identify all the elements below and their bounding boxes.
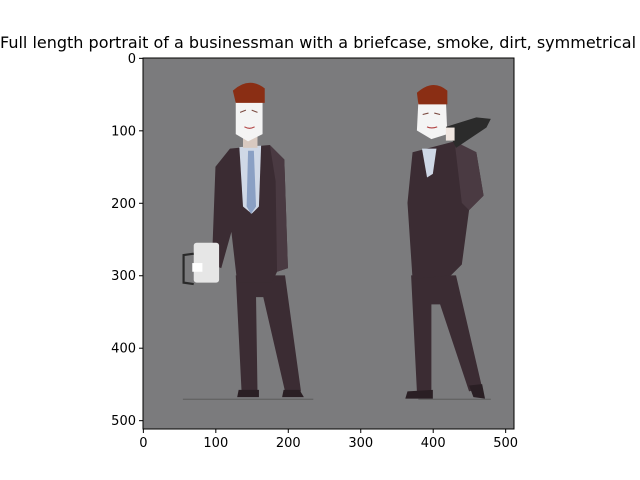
image-area bbox=[143, 58, 514, 429]
x-axis: 0 100 200 300 400 500 bbox=[139, 429, 518, 451]
right-man-legs bbox=[411, 275, 483, 392]
right-man-arm bbox=[454, 141, 484, 211]
right-man-shoe-2 bbox=[469, 384, 486, 399]
left-man-shoe-1 bbox=[237, 389, 259, 398]
right-man-eyes bbox=[422, 112, 441, 116]
left-man-jacket bbox=[211, 144, 288, 283]
businessman-with-briefcase bbox=[182, 82, 304, 398]
x-tick-label: 400 bbox=[421, 436, 446, 451]
y-tick-label: 500 bbox=[111, 414, 136, 429]
phone bbox=[445, 117, 491, 148]
y-tick-label: 0 bbox=[128, 52, 136, 67]
y-tick-label: 200 bbox=[111, 197, 136, 212]
right-man-shirt bbox=[421, 148, 437, 178]
right-man-face bbox=[416, 100, 448, 140]
right-man-shoe-1 bbox=[405, 389, 433, 399]
businessman-on-phone bbox=[405, 84, 491, 399]
right-man-hair bbox=[416, 84, 448, 105]
left-man-face bbox=[235, 100, 263, 142]
y-tick-label: 300 bbox=[111, 269, 136, 284]
left-man-jacket-shade bbox=[269, 144, 288, 272]
left-man-tie bbox=[246, 150, 257, 214]
left-man-hair bbox=[232, 82, 265, 103]
left-man-legs bbox=[235, 275, 301, 392]
x-tick-label: 0 bbox=[139, 436, 147, 451]
x-tick-label: 200 bbox=[276, 436, 301, 451]
chart-title: Full length portrait of a businessman wi… bbox=[0, 33, 640, 52]
x-tick-label: 300 bbox=[348, 436, 373, 451]
left-man-shoe-2 bbox=[282, 389, 304, 398]
briefcase-hand bbox=[192, 263, 203, 272]
right-man-hand bbox=[445, 127, 455, 141]
x-tick-label: 500 bbox=[493, 436, 518, 451]
y-axis: 0 100 200 300 400 500 bbox=[111, 52, 143, 429]
left-man-mouth bbox=[244, 126, 255, 129]
briefcase bbox=[193, 242, 220, 283]
axes-frame bbox=[142, 57, 515, 430]
briefcase-handle bbox=[182, 252, 194, 286]
image-content bbox=[182, 82, 491, 401]
y-tick-label: 100 bbox=[111, 124, 136, 139]
x-tick-label: 100 bbox=[203, 436, 228, 451]
right-man-mouth bbox=[426, 126, 438, 129]
y-tick-label: 400 bbox=[111, 342, 136, 357]
left-man-eyes bbox=[239, 109, 258, 113]
